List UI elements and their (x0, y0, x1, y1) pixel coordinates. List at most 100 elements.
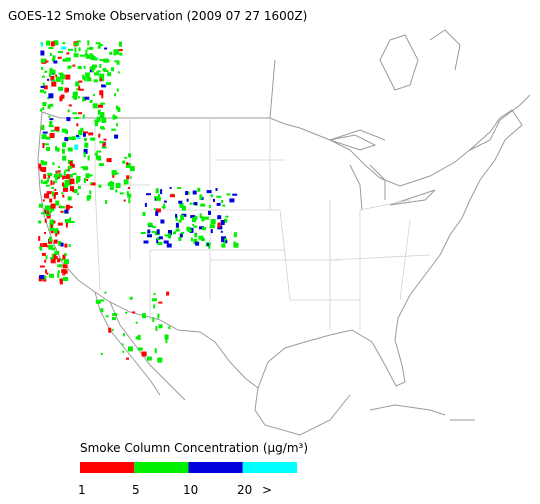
smoke-pixel (44, 70, 48, 73)
smoke-pixel (140, 232, 146, 234)
smoke-pixel (49, 273, 55, 278)
smoke-pixel (123, 199, 126, 202)
smoke-pixel (64, 179, 70, 185)
smoke-pixel (52, 181, 55, 185)
smoke-pixel (225, 240, 228, 244)
smoke-pixel (192, 217, 196, 223)
smoke-pixel (68, 104, 72, 107)
smoke-pixel (100, 78, 103, 82)
smoke-pixel (85, 173, 90, 179)
smoke-pixel (193, 225, 198, 228)
smoke-pixel (61, 79, 64, 85)
smoke-pixel (93, 79, 98, 83)
smoke-pixel (233, 232, 237, 238)
smoke-pixel (155, 188, 159, 194)
smoke-pixel (201, 216, 205, 222)
smoke-pixel (62, 58, 68, 62)
smoke-pixel (135, 321, 138, 324)
smoke-pixel (142, 313, 146, 319)
smoke-pixel (75, 81, 80, 87)
smoke-pixel (209, 224, 215, 229)
smoke-pixel (90, 182, 93, 185)
smoke-pixel (137, 347, 143, 351)
smoke-pixel (155, 196, 161, 201)
smoke-pixel (164, 234, 169, 237)
smoke-pixel (48, 175, 51, 179)
smoke-pixel (52, 220, 56, 224)
smoke-pixel (42, 243, 48, 247)
smoke-pixel (50, 75, 55, 81)
smoke-pixel (78, 96, 80, 99)
legend: Smoke Column Concentration (μg/m³) 1 5 10 2… (78, 441, 308, 497)
smoke-pixel (41, 67, 44, 70)
smoke-pixel (61, 128, 67, 133)
smoke-pixel (128, 198, 131, 204)
smoke-pixel (49, 69, 55, 74)
smoke-pixel (63, 277, 69, 281)
smoke-pixel (67, 166, 72, 169)
smoke-pixel (229, 198, 235, 203)
smoke-pixel (57, 230, 60, 235)
smoke-pixel (187, 229, 192, 233)
smoke-pixel (39, 243, 42, 248)
smoke-pixel (64, 137, 69, 142)
smoke-pixel (193, 239, 198, 244)
smoke-pixel (49, 121, 53, 126)
smoke-pixel (57, 56, 62, 59)
smoke-pixel (89, 190, 92, 195)
smoke-pixel (69, 161, 73, 166)
smoke-pixel (83, 166, 88, 171)
smoke-pixel (117, 49, 123, 52)
legend-label: 5 (132, 483, 140, 497)
smoke-pixel (216, 202, 221, 206)
smoke-pixel (77, 185, 81, 189)
smoke-pixel (203, 216, 209, 220)
smoke-pixel (53, 253, 57, 258)
smoke-pixel (67, 206, 73, 209)
smoke-pixel (87, 40, 90, 46)
smoke-pixel (46, 211, 49, 215)
smoke-pixels (38, 40, 239, 363)
smoke-pixel (107, 182, 111, 187)
smoke-pixel (66, 52, 70, 55)
smoke-pixel (43, 173, 47, 179)
smoke-pixel (199, 226, 204, 230)
smoke-pixel (221, 243, 226, 248)
smoke-pixel (55, 200, 60, 206)
smoke-pixel (76, 175, 81, 181)
smoke-pixel (167, 233, 171, 239)
smoke-pixel (190, 215, 196, 219)
smoke-pixel (69, 163, 75, 168)
smoke-pixel (82, 74, 85, 80)
smoke-pixel (86, 179, 89, 181)
smoke-pixel (44, 193, 50, 199)
smoke-pixel (49, 133, 55, 138)
smoke-pixel (69, 179, 75, 184)
smoke-pixel (42, 143, 45, 148)
smoke-pixel (156, 238, 159, 244)
smoke-pixel (98, 163, 104, 167)
smoke-pixel (169, 194, 175, 198)
smoke-pixel (181, 232, 185, 234)
smoke-pixel (80, 127, 84, 132)
smoke-pixel (154, 196, 157, 201)
smoke-pixel (42, 161, 48, 166)
basemap (37, 29, 531, 436)
smoke-pixel (86, 77, 92, 82)
smoke-pixel (109, 51, 113, 55)
smoke-pixel (39, 246, 43, 250)
smoke-pixel (194, 233, 198, 238)
smoke-pixel (40, 58, 46, 63)
smoke-pixel (185, 191, 189, 195)
smoke-pixel (222, 204, 226, 207)
smoke-pixel (57, 272, 60, 278)
smoke-pixel (200, 238, 205, 242)
smoke-pixel (99, 64, 102, 68)
smoke-pixel (177, 187, 182, 189)
smoke-pixel (64, 87, 69, 93)
smoke-pixel (158, 236, 163, 240)
state-lines (60, 118, 431, 330)
smoke-pixel (44, 218, 47, 223)
smoke-pixel (157, 194, 160, 197)
smoke-pixel (94, 152, 98, 156)
